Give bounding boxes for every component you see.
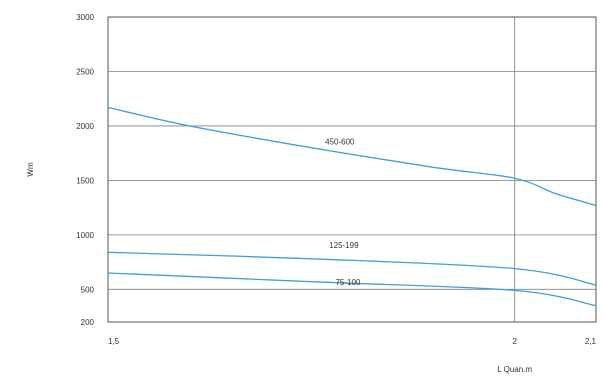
series-line-125-199 [107, 251, 597, 286]
plot-area [107, 16, 597, 323]
y-tick-label: 2500 [76, 67, 94, 76]
x-tick-label: 2,1 [585, 337, 597, 346]
y-tick-label: 500 [81, 285, 95, 294]
y-tick-label: 1000 [76, 231, 94, 240]
series-line-450-600 [107, 106, 597, 207]
x-tick-label: 1,5 [108, 337, 120, 346]
y-axis-label: Wm [26, 162, 35, 177]
series-lines [107, 106, 597, 307]
series-line-75-100 [107, 272, 597, 307]
y-tick-label: 3000 [76, 13, 94, 22]
x-axis-label: L Quan.m [497, 365, 532, 374]
series-label-450-600: 450-600 [325, 137, 355, 146]
series-label-75-100: 75-100 [335, 278, 360, 287]
y-tick-label: 2000 [76, 122, 94, 131]
y-tick-labels: 200 500 1000 1500 2000 2500 3000 [76, 13, 94, 327]
series-label-125-199: 125-199 [329, 241, 359, 250]
y-tick-label: 200 [81, 318, 95, 327]
x-tick-labels: 1,5 2 2,1 [108, 337, 597, 346]
y-tick-label: 1500 [76, 176, 94, 185]
x-tick-label: 2 [512, 337, 517, 346]
series-labels: 450-600 125-199 75-100 [325, 137, 361, 287]
